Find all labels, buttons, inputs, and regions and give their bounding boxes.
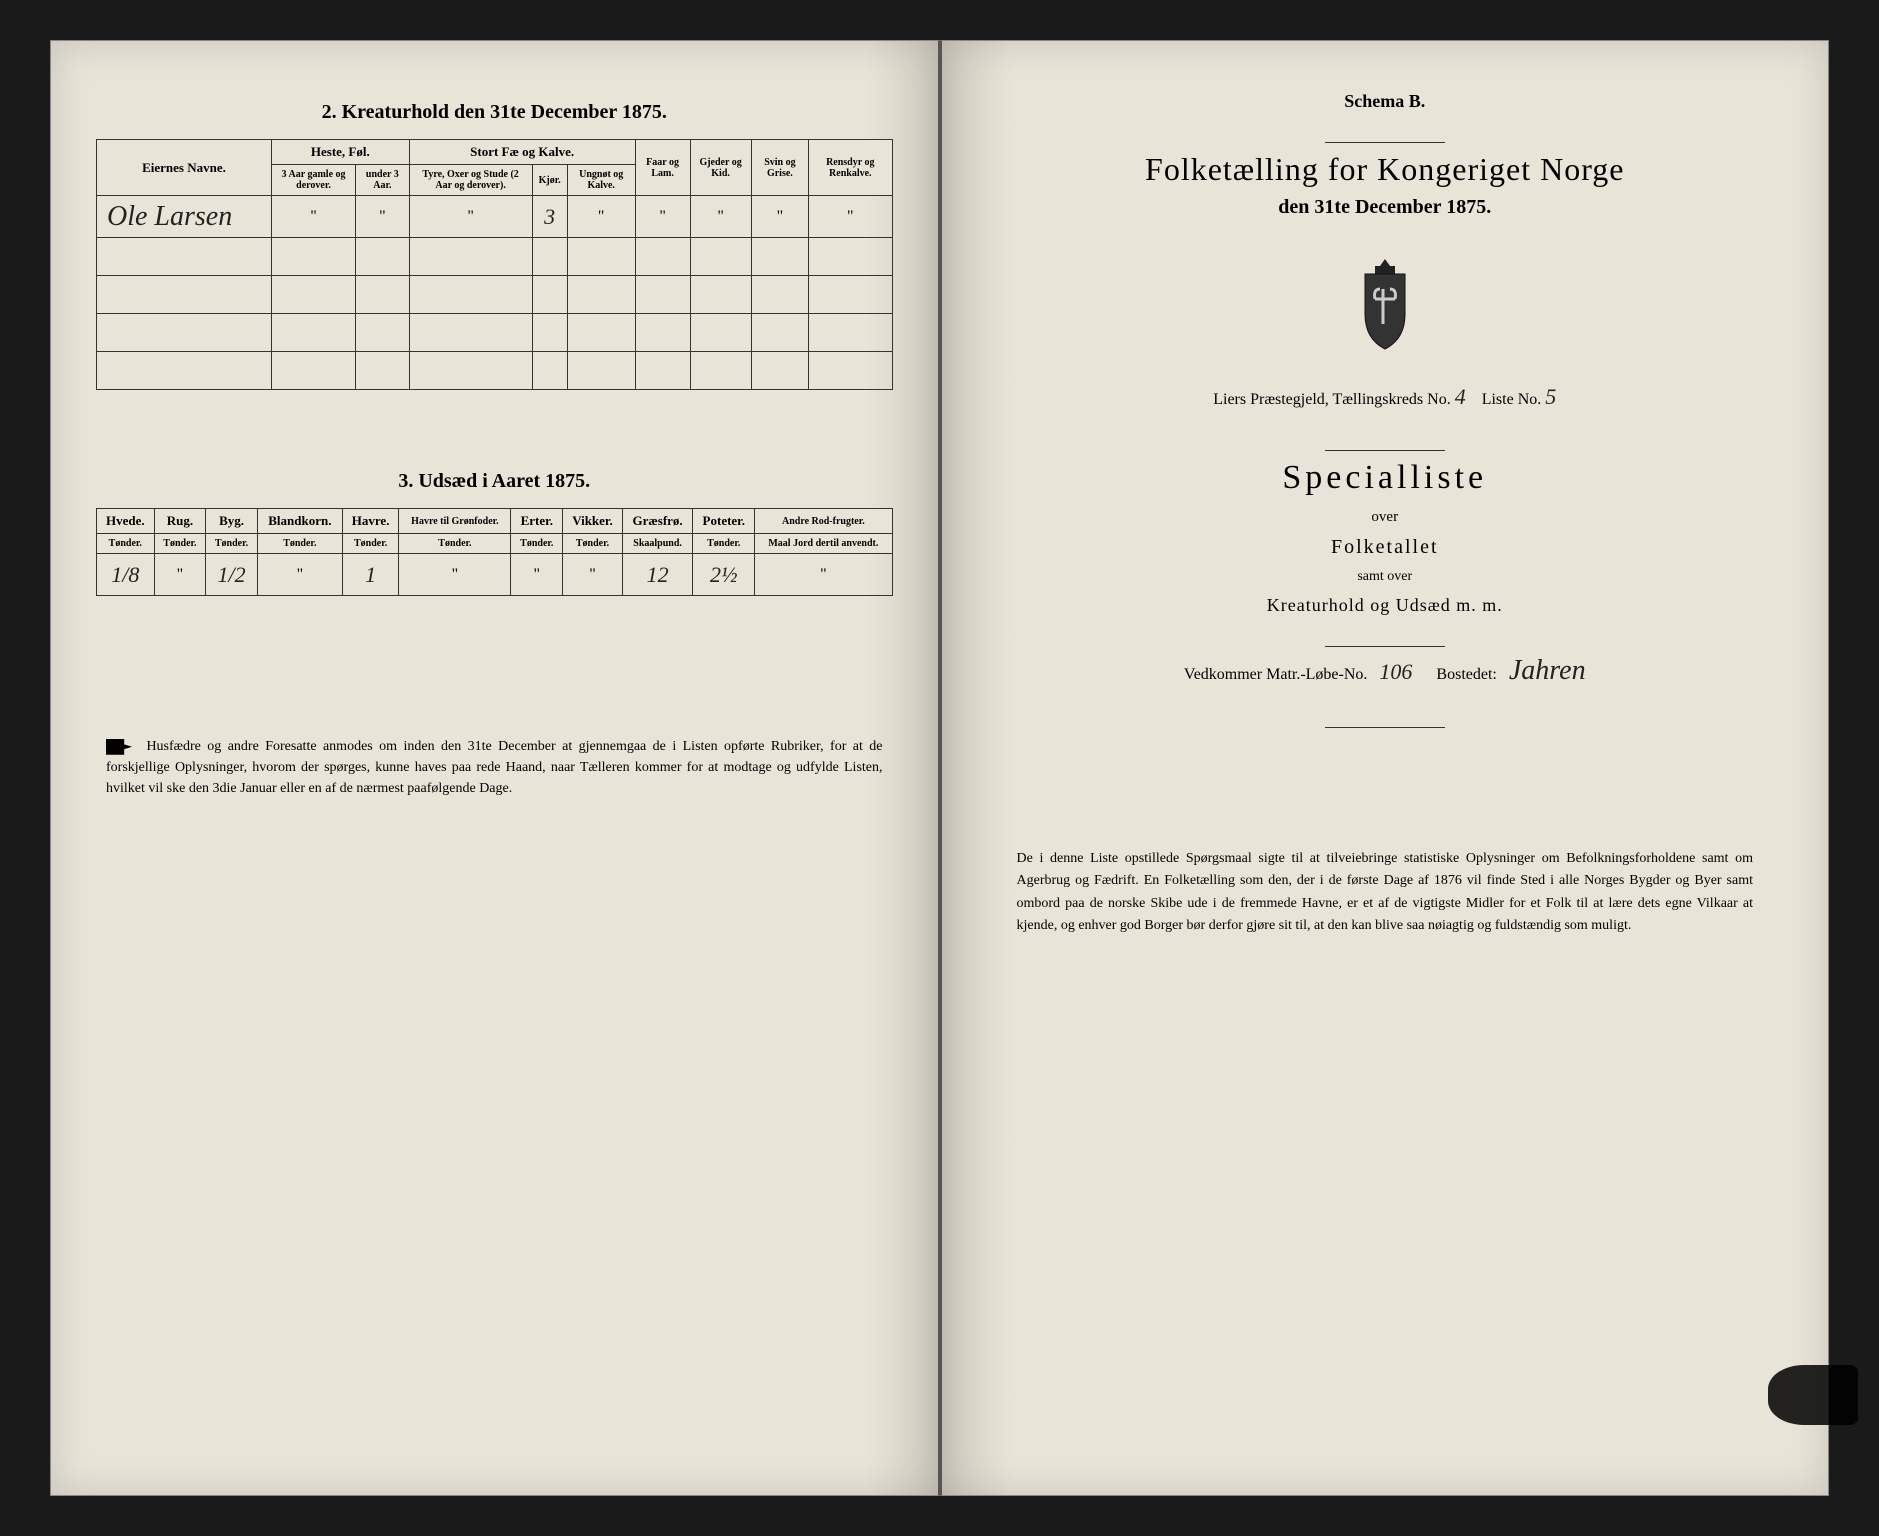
unit: Skaalpund.: [622, 534, 692, 554]
th-horses: Heste, Føl.: [272, 140, 410, 165]
kreatur: Kreaturhold og Udsæd m. m.: [987, 595, 1784, 616]
pointing-hand-icon: [106, 739, 132, 755]
th-horses-old: 3 Aar gamle og derover.: [272, 165, 356, 196]
th-owner: Eiernes Navne.: [97, 140, 272, 196]
th-roots: Andre Rod-frugter.: [755, 509, 892, 534]
seed-row: 1/8 " 1/2 " 1 " " " 12 2½ ": [97, 554, 893, 596]
cell: 12: [622, 554, 692, 596]
footnote: Husfædre og andre Foresatte anmodes om i…: [96, 736, 893, 799]
divider: [1325, 727, 1445, 728]
unit: Tønder.: [511, 534, 563, 554]
bosted: Jahren: [1509, 655, 1586, 686]
section2-title: 2. Kreaturhold den 31te December 1875.: [96, 101, 893, 124]
unit: Tønder.: [399, 534, 511, 554]
footnote-text: Husfædre og andre Foresatte anmodes om i…: [106, 739, 883, 796]
th-cattle-bulls: Tyre, Oxer og Stude (2 Aar og derover).: [409, 165, 532, 196]
cell: ": [563, 554, 623, 596]
th-goats: Gjeder og Kid.: [690, 140, 751, 196]
cell: ": [635, 196, 690, 238]
th-grass: Græsfrø.: [622, 509, 692, 534]
divider: [1325, 450, 1445, 451]
cell: ": [511, 554, 563, 596]
divider: [1325, 646, 1445, 647]
parish-line: Liers Præstegjeld, Tællingskreds No. 4 L…: [987, 384, 1784, 410]
cell: ": [154, 554, 206, 596]
cell: ": [257, 554, 342, 596]
matr-label: Vedkommer Matr.-Løbe-No.: [1184, 666, 1368, 683]
unit: Tønder.: [206, 534, 258, 554]
seed-table: Hvede. Rug. Byg. Blandkorn. Havre. Havre…: [96, 508, 893, 596]
cell: 1/8: [97, 554, 155, 596]
cell: ": [809, 196, 892, 238]
coat-of-arms-icon: [1345, 254, 1425, 354]
unit: Tønder.: [342, 534, 399, 554]
livestock-table: Eiernes Navne. Heste, Føl. Stort Fæ og K…: [96, 139, 893, 390]
kreds-no: 4: [1455, 384, 1466, 409]
special-title: Specialliste: [987, 459, 1784, 497]
cell: ": [567, 196, 635, 238]
matr-no: 106: [1379, 659, 1412, 684]
unit: Tønder.: [257, 534, 342, 554]
empty-row: [97, 314, 893, 352]
liste-no: 5: [1545, 384, 1556, 409]
livestock-row: Ole Larsen " " " 3 " " " " ": [97, 196, 893, 238]
folketallet: Folketallet: [987, 536, 1784, 559]
th-cattle-cows: Kjør.: [532, 165, 567, 196]
cell: ": [409, 196, 532, 238]
cell: 3: [532, 196, 567, 238]
th-cattle: Stort Fæ og Kalve.: [409, 140, 635, 165]
schema-label: Schema B.: [987, 91, 1784, 112]
unit: Tønder.: [154, 534, 206, 554]
empty-row: [97, 352, 893, 390]
cell: ": [751, 196, 808, 238]
bosted-label: Bostedet:: [1436, 666, 1496, 683]
cell: ": [272, 196, 356, 238]
th-barley: Byg.: [206, 509, 258, 534]
unit: Tønder.: [563, 534, 623, 554]
th-oats-fodder: Havre til Grønfoder.: [399, 509, 511, 534]
right-page: Schema B. Folketælling for Kongeriget No…: [940, 40, 1830, 1496]
th-wheat: Hvede.: [97, 509, 155, 534]
th-pigs: Svin og Grise.: [751, 140, 808, 196]
section3-title: 3. Udsæd i Aaret 1875.: [96, 470, 893, 493]
cell: ": [755, 554, 892, 596]
samt: samt over: [987, 569, 1784, 585]
matr-line: Vedkommer Matr.-Løbe-No. 106 Bostedet: J…: [987, 655, 1784, 687]
th-reindeer: Rensdyr og Renkalve.: [809, 140, 892, 196]
th-potatoes: Poteter.: [693, 509, 755, 534]
main-title: Folketælling for Kongeriget Norge: [987, 151, 1784, 188]
over: over: [987, 509, 1784, 526]
empty-row: [97, 238, 893, 276]
th-mixed: Blandkorn.: [257, 509, 342, 534]
cell: ": [399, 554, 511, 596]
cell: ": [690, 196, 751, 238]
parish-label: Liers Præstegjeld, Tællingskreds No.: [1213, 391, 1450, 408]
unit: Tønder.: [693, 534, 755, 554]
bottom-paragraph: De i denne Liste opstillede Spørgsmaal s…: [987, 848, 1784, 938]
cell: 1/2: [206, 554, 258, 596]
divider: [1325, 142, 1445, 143]
th-rye: Rug.: [154, 509, 206, 534]
unit: Maal Jord dertil anvendt.: [755, 534, 892, 554]
sub-date: den 31te December 1875.: [987, 196, 1784, 219]
left-page: 2. Kreaturhold den 31te December 1875. E…: [50, 40, 940, 1496]
owner-cell: Ole Larsen: [97, 196, 272, 238]
th-peas: Erter.: [511, 509, 563, 534]
th-sheep: Faar og Lam.: [635, 140, 690, 196]
th-oats: Havre.: [342, 509, 399, 534]
th-horses-young: under 3 Aar.: [356, 165, 410, 196]
liste-label: Liste No.: [1482, 391, 1542, 408]
cell: ": [356, 196, 410, 238]
th-vetch: Vikker.: [563, 509, 623, 534]
thumb-shadow: [1768, 1365, 1858, 1425]
empty-row: [97, 276, 893, 314]
cell: 2½: [693, 554, 755, 596]
th-cattle-young: Ungnøt og Kalve.: [567, 165, 635, 196]
cell: 1: [342, 554, 399, 596]
unit: Tønder.: [97, 534, 155, 554]
